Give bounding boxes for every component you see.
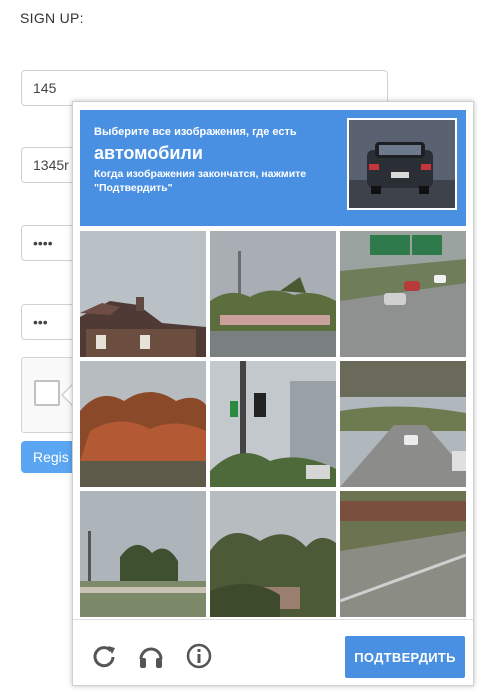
image-tile[interactable] bbox=[210, 361, 336, 487]
challenge-header: Выберите все изображения, где есть автом… bbox=[80, 110, 466, 226]
instruction-text: Выберите все изображения, где есть bbox=[94, 126, 297, 138]
road-hillside-photo bbox=[340, 491, 466, 617]
house-roof-photo bbox=[80, 231, 206, 357]
recaptcha-checkbox[interactable] bbox=[34, 380, 60, 406]
highway-cars-photo bbox=[340, 231, 466, 357]
info-icon[interactable] bbox=[185, 642, 213, 670]
palm-street-photo bbox=[210, 231, 336, 357]
trees-field-photo bbox=[80, 491, 206, 617]
image-tile[interactable] bbox=[80, 491, 206, 617]
overpass-road-photo bbox=[340, 361, 466, 487]
image-tile[interactable] bbox=[210, 231, 336, 357]
image-tile[interactable] bbox=[80, 231, 206, 357]
image-tile[interactable] bbox=[340, 231, 466, 357]
headphones-icon[interactable] bbox=[137, 642, 165, 670]
signup-title: SIGN UP: bbox=[20, 10, 84, 26]
captcha-challenge: Выберите все изображения, где есть автом… bbox=[72, 101, 474, 686]
image-tile[interactable] bbox=[80, 361, 206, 487]
autumn-trees-photo bbox=[80, 361, 206, 487]
image-tile[interactable] bbox=[340, 491, 466, 617]
verify-button[interactable]: ПОДТВЕРДИТЬ bbox=[345, 636, 465, 678]
instruction-keyword: автомобили bbox=[94, 143, 203, 163]
traffic-light-palms-photo bbox=[210, 361, 336, 487]
example-car-image bbox=[347, 118, 457, 210]
challenge-footer: ПОДТВЕРДИТЬ bbox=[73, 619, 473, 685]
instruction-hint: Когда изображения закончатся, нажмите "П… bbox=[94, 168, 307, 194]
bushes-house-photo bbox=[210, 491, 336, 617]
popup-arrow-inner bbox=[63, 385, 73, 405]
image-tile[interactable] bbox=[210, 491, 336, 617]
image-grid bbox=[80, 231, 466, 617]
reload-icon[interactable] bbox=[90, 642, 118, 670]
field-1[interactable]: 145 bbox=[21, 70, 388, 106]
image-tile[interactable] bbox=[340, 361, 466, 487]
